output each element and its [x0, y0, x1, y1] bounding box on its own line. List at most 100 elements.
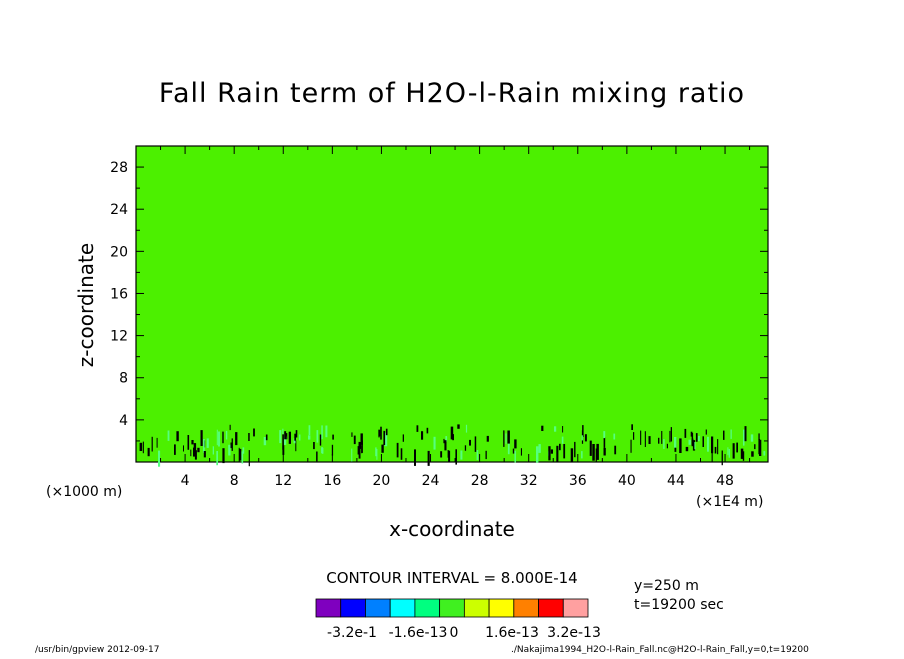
field-speckle	[421, 431, 424, 440]
field-speckle	[284, 431, 287, 440]
field-speckle	[191, 440, 194, 445]
field-speckle	[589, 440, 592, 456]
field-speckle	[294, 433, 296, 441]
field-speckle	[282, 428, 284, 435]
field-speckle	[190, 449, 192, 457]
field-speckle	[282, 445, 285, 455]
field-speckle	[705, 429, 707, 435]
field-speckle	[670, 427, 672, 442]
field-speckle	[445, 436, 448, 442]
field-speckle	[754, 444, 756, 450]
field-speckle	[455, 449, 457, 465]
field-speckle	[228, 444, 231, 456]
x-unit-left: (×1000 m)	[46, 484, 122, 500]
field-speckle	[503, 430, 505, 447]
plot-background	[135, 145, 769, 463]
field-speckle	[464, 445, 467, 451]
field-speckle	[319, 434, 322, 446]
field-speckle	[669, 430, 671, 443]
field-speckle	[384, 432, 388, 447]
y-axis: 4 8 12 16 20 24 28	[110, 160, 768, 442]
field-speckle	[563, 444, 566, 459]
field-speckle	[360, 433, 363, 445]
field-speckle	[284, 436, 287, 445]
field-speckle	[648, 436, 651, 444]
field-speckle	[385, 428, 388, 436]
colorbar-label: 1.6e-13	[485, 625, 539, 641]
colorbar-label: 0	[450, 625, 459, 641]
field-speckle	[203, 439, 205, 453]
field-speckle	[452, 434, 454, 441]
field-speckle	[242, 447, 245, 454]
x-axis-label: x-coordinate	[389, 517, 515, 541]
field-speckle	[376, 449, 378, 460]
field-speckle	[684, 428, 687, 438]
field-speckle	[321, 447, 324, 454]
field-speckle	[721, 450, 723, 466]
field-speckle	[674, 437, 677, 448]
field-speckle	[730, 429, 732, 439]
field-speckle	[711, 436, 714, 454]
chart-title: Fall Rain term of H2O-l-Rain mixing rati…	[159, 78, 745, 109]
colorbar-label: -3.2e-1	[327, 625, 377, 641]
field-speckle	[695, 433, 698, 442]
field-speckle	[308, 435, 311, 440]
field-speckle	[728, 449, 730, 458]
field-speckle	[158, 450, 161, 467]
field-speckle	[293, 438, 296, 444]
field-speckle	[554, 426, 557, 432]
field-speckle	[679, 438, 682, 453]
field-speckle	[541, 425, 544, 431]
field-speckle	[248, 433, 250, 441]
field-speckle	[206, 438, 209, 448]
field-speckle	[197, 447, 200, 453]
field-speckle	[574, 441, 576, 458]
field-speckle	[200, 430, 203, 446]
field-speckle	[194, 450, 197, 460]
x-tick-label: 20	[373, 473, 391, 489]
field-speckle	[512, 448, 515, 454]
colorbar-label: 3.2e-13	[547, 625, 601, 641]
colorbar-swatch	[365, 598, 391, 618]
field-speckle	[295, 440, 297, 452]
field-speckle	[595, 448, 597, 463]
field-speckle	[313, 442, 315, 450]
field-speckle	[212, 446, 214, 455]
field-speckle	[640, 430, 642, 445]
x-tick-label: 8	[230, 473, 239, 489]
field-speckle	[485, 450, 487, 460]
colorbar-label: -1.6e-13	[389, 625, 448, 641]
field-speckle	[603, 431, 606, 439]
field-speckle	[222, 431, 224, 444]
field-speckle	[265, 434, 268, 441]
field-speckle	[763, 451, 766, 456]
field-speckle	[614, 445, 617, 455]
field-speckle	[282, 434, 284, 450]
field-speckle	[450, 426, 454, 440]
field-speckle	[351, 432, 353, 437]
field-speckle	[736, 442, 738, 453]
field-speckle	[142, 441, 144, 454]
field-speckle	[218, 431, 220, 447]
field-speckle	[561, 436, 564, 444]
field-speckle	[448, 450, 451, 462]
x-tick-label: 40	[618, 473, 636, 489]
footer-right: ./Nakajima1994_H2O-l-Rain_Fall.nc@H2O-l-…	[511, 645, 809, 654]
field-speckle	[744, 426, 747, 442]
field-speckle	[740, 448, 744, 459]
colorbar	[315, 598, 589, 618]
field-speckle	[308, 425, 311, 435]
field-speckle	[167, 430, 170, 441]
field-speckle	[507, 430, 510, 444]
y-tick-label: 12	[110, 329, 128, 345]
field-speckle	[633, 432, 635, 440]
field-speckle	[751, 451, 754, 457]
field-speckle	[707, 436, 709, 452]
x-tick-label: 32	[520, 473, 538, 489]
field-speckle	[288, 431, 291, 444]
plot-area	[135, 145, 769, 467]
field-speckle	[414, 449, 416, 466]
field-speckle	[253, 428, 255, 437]
field-speckle	[147, 447, 150, 457]
